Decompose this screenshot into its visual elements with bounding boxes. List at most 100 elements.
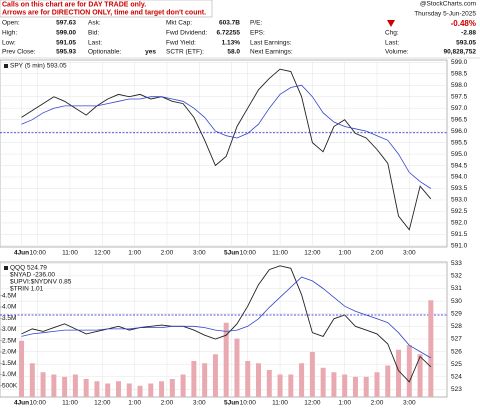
quote-label: Bid: xyxy=(88,30,99,37)
down-arrow xyxy=(387,20,395,27)
quote-label: Fwd Dividend: xyxy=(166,30,207,37)
x-tick-label: 3:00 xyxy=(403,250,416,257)
y-tick-label: 598.0 xyxy=(451,82,468,89)
quote-label: EPS: xyxy=(250,30,265,37)
volume-bar xyxy=(299,363,305,397)
quote-label: Last: xyxy=(88,40,102,47)
volume-bar xyxy=(212,354,218,397)
quote-label: Mkt Cap: xyxy=(166,20,192,27)
quote-label: Low: xyxy=(2,40,16,47)
x-tick-label: 2:00 xyxy=(161,400,174,406)
y-tick-label: 523 xyxy=(451,386,462,393)
volume-bar xyxy=(245,361,251,397)
volume-bar xyxy=(62,376,68,397)
legend-label: QQQ 524.79 xyxy=(10,265,47,272)
volume-bar xyxy=(320,367,326,397)
x-tick-label: 10:00 xyxy=(240,400,257,406)
quote-label: Next Earnings: xyxy=(250,49,293,56)
y-tick-label: 3.0M xyxy=(2,326,16,333)
quote-value: 603.7B xyxy=(219,20,240,27)
y-tick-label: 592.5 xyxy=(451,208,468,215)
legend-label: $UPVI:$NYDNV 0.85 xyxy=(10,279,72,286)
y-tick-label: 594.5 xyxy=(451,162,468,169)
quote-value: 1.13% xyxy=(222,40,241,47)
x-tick-label: 11:00 xyxy=(62,400,78,406)
x-tick-label: 3:00 xyxy=(193,400,206,406)
y-tick-label: 597.5 xyxy=(451,93,468,100)
price-line xyxy=(21,68,432,231)
volume-bar xyxy=(331,372,337,397)
quote-label: Last Earnings: xyxy=(250,40,292,47)
volume-bar xyxy=(417,354,423,397)
quote-value: 90,828,752 xyxy=(443,49,476,56)
y-tick-label: 3.5M xyxy=(2,315,16,322)
quote-value: 58.0 xyxy=(227,49,240,56)
volume-bar xyxy=(29,363,35,397)
y-tick-label: 598.5 xyxy=(451,70,468,77)
source: @StockCharts.com xyxy=(420,1,476,8)
notice: Arrows are for DIRECTION ONLY, time and … xyxy=(2,9,206,16)
y-tick-label: 527 xyxy=(451,336,462,343)
y-tick-label: 592.0 xyxy=(451,220,468,227)
volume-bar xyxy=(169,379,175,397)
moving-average xyxy=(21,276,432,359)
volume-bar xyxy=(126,383,132,397)
y-tick-label: 2.5M xyxy=(2,337,16,344)
volume-bar xyxy=(72,374,78,397)
moving-average xyxy=(21,84,432,189)
y-tick-label: 593.0 xyxy=(451,197,468,204)
volume-bar xyxy=(159,381,165,397)
x-tick-label: 12:00 xyxy=(94,400,111,406)
y-tick-label: 528 xyxy=(451,323,462,330)
y-tick-label: 533 xyxy=(451,260,462,267)
x-tick-label: 12:00 xyxy=(94,250,111,257)
notice: Calls on this chart are for DAY TRADE on… xyxy=(2,1,146,8)
volume-bar xyxy=(277,374,283,397)
y-tick-label: 1.5M xyxy=(2,360,16,367)
x-tick-label: 1:00 xyxy=(338,250,351,257)
quote-label: Chg: xyxy=(385,30,399,37)
volume-bar xyxy=(406,345,412,397)
price-line xyxy=(21,265,432,383)
notice-box xyxy=(0,0,213,18)
quote-label: Volume: xyxy=(385,49,409,56)
x-tick-label: 3:00 xyxy=(193,250,206,257)
y-tick-label: 530 xyxy=(451,298,462,305)
volume-bar xyxy=(40,372,46,397)
volume-bar xyxy=(342,374,348,397)
y-tick-label: 591.0 xyxy=(451,243,468,250)
quote-value: 595.93 xyxy=(56,49,76,56)
x-tick-label: 1:00 xyxy=(128,400,141,406)
quote-value: -2.88 xyxy=(461,30,476,37)
y-tick-label: 594.0 xyxy=(451,174,468,181)
y-tick-label: 531 xyxy=(451,285,462,292)
y-tick-label: 4.5M xyxy=(2,292,16,299)
quote-label: P/E: xyxy=(250,20,262,27)
volume-bar xyxy=(352,376,358,397)
volume-bar xyxy=(148,383,154,397)
y-tick-label: 593.5 xyxy=(451,185,468,192)
x-tick-label: 1:00 xyxy=(128,250,141,257)
volume-bar xyxy=(374,372,380,397)
quote-value: 593.05 xyxy=(456,40,476,47)
y-tick-label: 597.0 xyxy=(451,105,468,112)
quote-label: Last: xyxy=(385,40,399,47)
volume-bar xyxy=(191,361,197,397)
quote-label: SCTR (ETF): xyxy=(166,49,204,56)
quote-value: 591.05 xyxy=(56,40,76,47)
volume-bar xyxy=(288,374,294,397)
volume-bar xyxy=(396,349,402,397)
legend-swatch xyxy=(4,266,8,270)
y-tick-label: 2.0M xyxy=(2,349,16,356)
legend-label: $NYAD -236.00 xyxy=(10,272,55,279)
y-tick-label: 591.5 xyxy=(451,231,468,238)
volume-bar xyxy=(19,340,25,397)
quote-value: 599.00 xyxy=(56,30,76,37)
volume-bar xyxy=(115,381,121,397)
quote-label: High: xyxy=(2,30,17,37)
x-tick-label: 5Jun xyxy=(224,250,239,257)
y-tick-label: 595.5 xyxy=(451,139,468,146)
quote-label: Open: xyxy=(2,20,20,27)
